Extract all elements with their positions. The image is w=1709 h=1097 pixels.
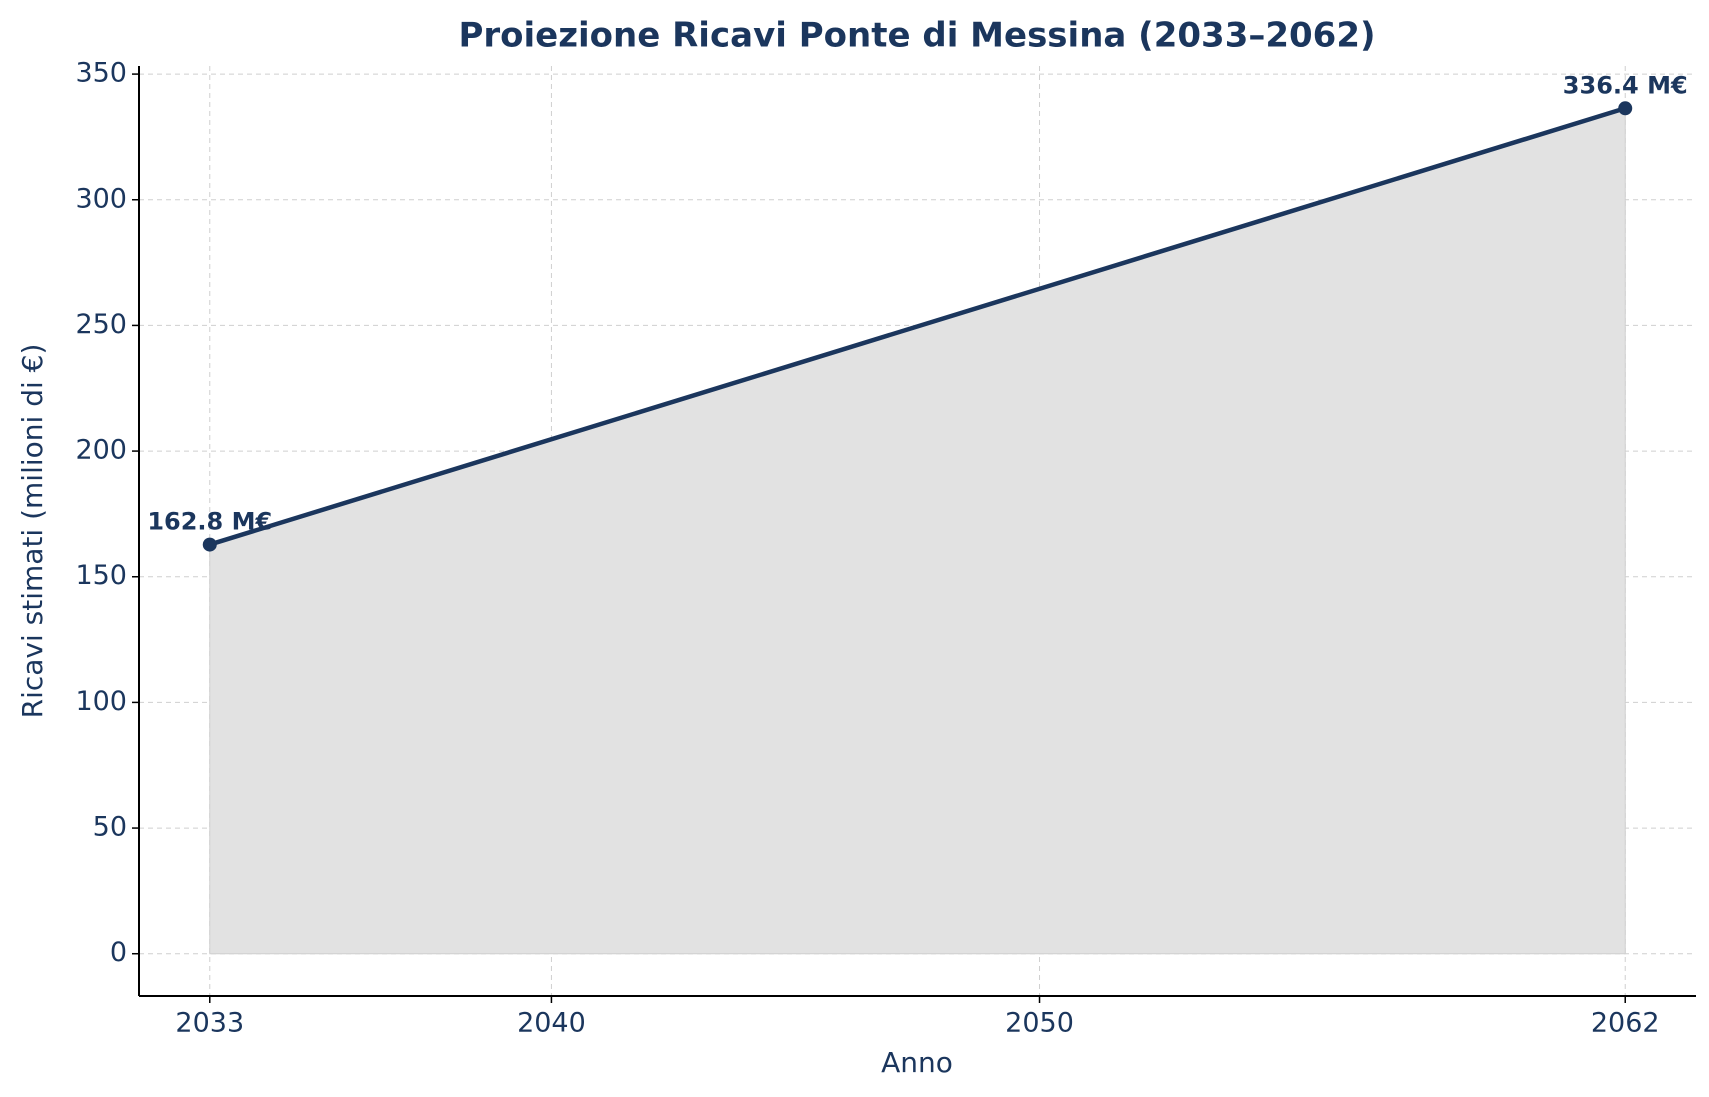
y-tick-label: 250 [75, 309, 127, 340]
marker [1618, 101, 1633, 116]
y-tick-label: 50 [93, 812, 127, 843]
y-tick-label: 0 [110, 937, 127, 968]
data-label: 336.4 M€ [1563, 71, 1688, 99]
y-tick-label: 100 [75, 686, 127, 717]
data-label: 162.8 M€ [147, 508, 272, 536]
y-tick-label: 200 [75, 435, 127, 466]
y-tick-label: 150 [75, 560, 127, 591]
line [209, 106, 1626, 547]
chart-title: Proiezione Ricavi Ponte di Messina (2033… [458, 16, 1375, 56]
y-axis-label: Ricavi stimati (milioni di €) [16, 344, 49, 719]
marker [202, 537, 217, 552]
y-tick-label: 300 [75, 183, 127, 214]
x-tick-label: 2062 [1591, 1008, 1660, 1039]
x-tick-label: 2050 [1005, 1008, 1074, 1039]
area [209, 107, 1626, 955]
x-tick-label: 2033 [175, 1008, 244, 1039]
x-tick-label: 2040 [517, 1008, 586, 1039]
y-tick-label: 350 [75, 58, 127, 89]
x-axis-label: Anno [881, 1046, 953, 1079]
